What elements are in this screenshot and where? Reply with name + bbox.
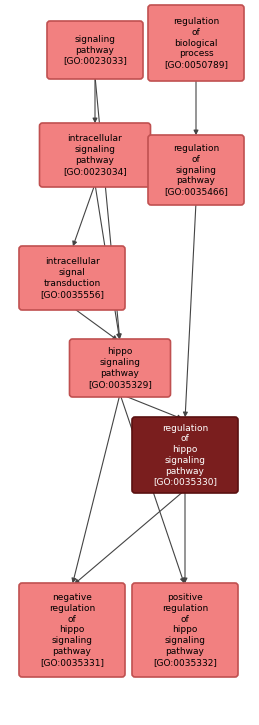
FancyBboxPatch shape	[148, 5, 244, 81]
Text: regulation
of
signaling
pathway
[GO:0035466]: regulation of signaling pathway [GO:0035…	[164, 144, 228, 196]
Text: regulation
of
biological
process
[GO:0050789]: regulation of biological process [GO:005…	[164, 17, 228, 69]
FancyBboxPatch shape	[69, 339, 170, 397]
FancyBboxPatch shape	[19, 246, 125, 310]
FancyBboxPatch shape	[132, 583, 238, 677]
Text: regulation
of
hippo
signaling
pathway
[GO:0035330]: regulation of hippo signaling pathway [G…	[153, 423, 217, 486]
Text: hippo
signaling
pathway
[GO:0035329]: hippo signaling pathway [GO:0035329]	[88, 347, 152, 389]
FancyBboxPatch shape	[40, 123, 150, 187]
Text: negative
regulation
of
hippo
signaling
pathway
[GO:0035331]: negative regulation of hippo signaling p…	[40, 593, 104, 667]
Text: intracellular
signaling
pathway
[GO:0023034]: intracellular signaling pathway [GO:0023…	[63, 134, 127, 175]
FancyBboxPatch shape	[19, 583, 125, 677]
Text: positive
regulation
of
hippo
signaling
pathway
[GO:0035332]: positive regulation of hippo signaling p…	[153, 593, 217, 667]
FancyBboxPatch shape	[47, 21, 143, 79]
Text: signaling
pathway
[GO:0023033]: signaling pathway [GO:0023033]	[63, 35, 127, 65]
FancyBboxPatch shape	[132, 417, 238, 493]
Text: intracellular
signal
transduction
[GO:0035556]: intracellular signal transduction [GO:00…	[40, 257, 104, 299]
FancyBboxPatch shape	[148, 135, 244, 205]
